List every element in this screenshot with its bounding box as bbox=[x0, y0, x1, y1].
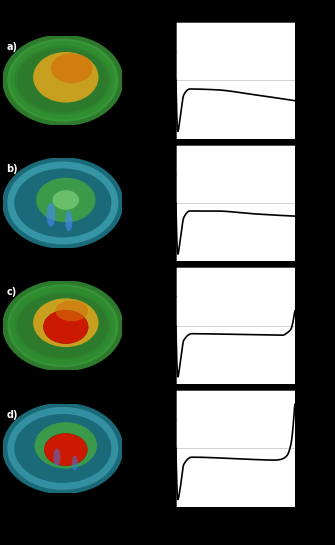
Text: g): g) bbox=[304, 281, 316, 291]
Text: e): e) bbox=[304, 36, 316, 46]
Ellipse shape bbox=[72, 456, 78, 471]
Ellipse shape bbox=[8, 286, 118, 366]
Ellipse shape bbox=[8, 40, 118, 120]
Ellipse shape bbox=[65, 210, 72, 231]
Ellipse shape bbox=[53, 449, 60, 467]
Ellipse shape bbox=[33, 298, 98, 347]
Text: d): d) bbox=[6, 410, 18, 420]
Ellipse shape bbox=[36, 178, 95, 222]
X-axis label: Depth(km): Depth(km) bbox=[213, 519, 258, 528]
Ellipse shape bbox=[51, 53, 92, 83]
Ellipse shape bbox=[47, 203, 55, 227]
Title: Temperatures: Temperatures bbox=[25, 25, 101, 35]
Ellipse shape bbox=[44, 310, 88, 343]
Ellipse shape bbox=[52, 190, 79, 210]
Text: h): h) bbox=[304, 404, 316, 414]
Ellipse shape bbox=[8, 163, 118, 243]
Ellipse shape bbox=[33, 52, 98, 102]
Text: b): b) bbox=[6, 164, 18, 174]
Ellipse shape bbox=[35, 422, 97, 469]
Text: a): a) bbox=[6, 41, 17, 52]
Title: Geotherms: Geotherms bbox=[205, 11, 265, 21]
Ellipse shape bbox=[55, 300, 88, 321]
Ellipse shape bbox=[8, 408, 118, 488]
Text: c): c) bbox=[6, 287, 16, 297]
Text: f): f) bbox=[304, 159, 313, 168]
Ellipse shape bbox=[45, 433, 87, 465]
